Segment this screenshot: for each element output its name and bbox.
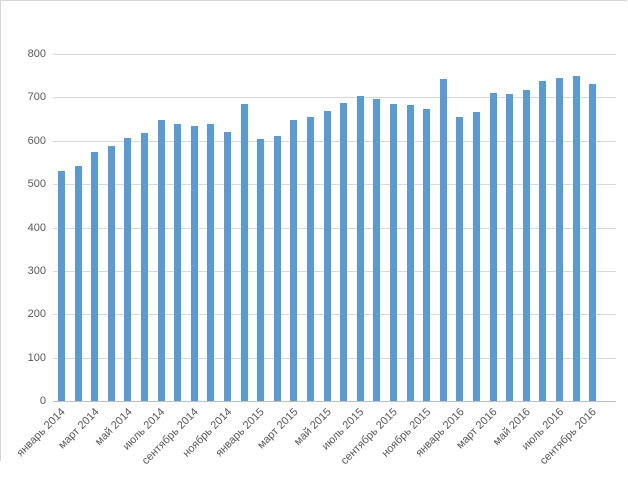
frame-top-border: [0, 0, 627, 1]
frame-left-border: [0, 0, 1, 461]
bar: [506, 93, 514, 401]
y-tick-label: 500: [27, 178, 46, 191]
y-tick-label: 0: [39, 395, 46, 407]
y-tick-label: 800: [27, 48, 46, 60]
bar: [556, 77, 563, 401]
bar: [224, 132, 231, 401]
y-tick-label: 700: [27, 91, 46, 104]
bar: [522, 89, 530, 401]
gridline-600: [53, 140, 616, 142]
bar: [572, 75, 580, 401]
bar: [340, 102, 348, 401]
y-tick-label: 100: [27, 351, 46, 364]
bar: [273, 135, 281, 401]
bar: [456, 116, 464, 401]
bar: [307, 117, 314, 401]
bar: [390, 103, 397, 401]
bar: [423, 109, 431, 401]
bar: [207, 123, 215, 401]
bar: [439, 79, 447, 401]
gridline-100: [53, 357, 616, 359]
y-tick-label: 600: [27, 134, 46, 147]
x-axis-line: [53, 401, 616, 402]
gridline-400: [53, 227, 616, 229]
bar: [124, 138, 132, 401]
gridline-700: [53, 97, 616, 99]
bar: [589, 83, 597, 401]
bar: [489, 93, 497, 401]
bar: [74, 166, 82, 401]
bar: [257, 138, 265, 401]
bar: [539, 80, 547, 401]
y-tick-label: 400: [27, 221, 46, 234]
gridline-300: [53, 270, 616, 272]
y-tick-label: 300: [27, 264, 46, 277]
bar: [107, 146, 115, 401]
bar: [91, 151, 99, 401]
gridline-200: [53, 314, 616, 316]
bar: [290, 119, 298, 401]
bar: [190, 126, 198, 401]
bar: [174, 124, 182, 401]
bar: [58, 170, 65, 401]
bar: [157, 120, 165, 401]
bar: [406, 104, 414, 401]
bar: [356, 95, 364, 401]
bar: [323, 111, 331, 401]
bar: [473, 112, 480, 401]
x-tick-label: январь 2014: [14, 406, 68, 460]
bar: [240, 104, 248, 401]
gridline-500: [53, 184, 616, 186]
bar: [373, 99, 381, 401]
gridline-800: [53, 54, 616, 55]
y-tick-label: 200: [27, 308, 46, 321]
bar: [141, 132, 148, 401]
